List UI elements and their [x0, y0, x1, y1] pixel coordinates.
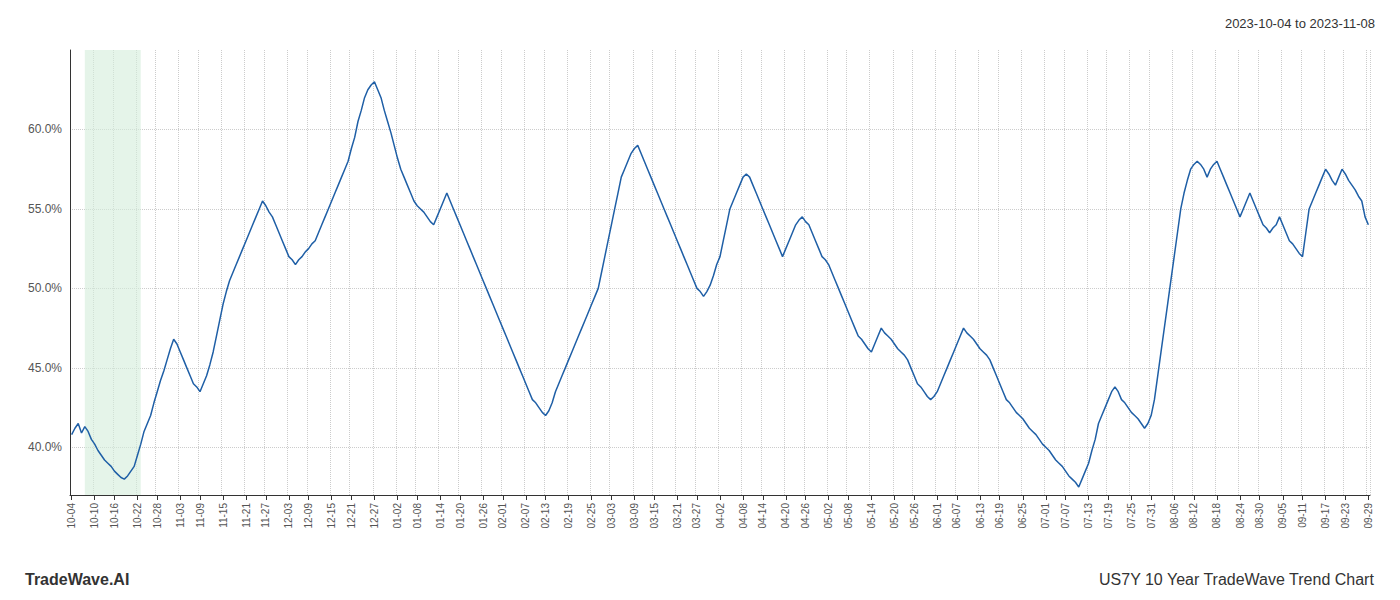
svg-text:08-24: 08-24 — [1235, 503, 1246, 529]
svg-text:60.0%: 60.0% — [28, 122, 62, 136]
svg-text:10-28: 10-28 — [152, 503, 163, 529]
svg-text:06-25: 06-25 — [1017, 503, 1028, 529]
svg-text:07-01: 07-01 — [1040, 503, 1051, 529]
svg-text:03-21: 03-21 — [672, 503, 683, 529]
svg-text:TradeWave.AI: TradeWave.AI — [25, 571, 129, 588]
svg-text:09-11: 09-11 — [1297, 503, 1308, 528]
svg-text:07-31: 07-31 — [1146, 503, 1157, 529]
svg-text:05-14: 05-14 — [866, 503, 877, 529]
svg-text:04-20: 04-20 — [780, 503, 791, 529]
svg-text:05-20: 05-20 — [889, 503, 900, 529]
svg-text:06-07: 06-07 — [951, 503, 962, 529]
svg-text:05-02: 05-02 — [823, 503, 834, 529]
svg-text:05-08: 05-08 — [843, 503, 854, 529]
svg-text:03-03: 03-03 — [606, 503, 617, 529]
svg-text:12-27: 12-27 — [369, 503, 380, 529]
svg-text:12-21: 12-21 — [346, 503, 357, 529]
svg-text:09-29: 09-29 — [1363, 503, 1374, 529]
svg-text:11-03: 11-03 — [175, 503, 186, 528]
svg-text:01-02: 01-02 — [392, 503, 403, 529]
svg-text:US7Y 10 Year TradeWave Trend C: US7Y 10 Year TradeWave Trend Chart — [1099, 571, 1374, 588]
svg-text:07-13: 07-13 — [1083, 503, 1094, 529]
svg-text:12-15: 12-15 — [326, 503, 337, 529]
svg-text:11-27: 11-27 — [260, 503, 271, 528]
svg-text:10-04: 10-04 — [66, 503, 77, 529]
svg-text:01-08: 01-08 — [412, 503, 423, 529]
svg-text:08-06: 08-06 — [1169, 503, 1180, 529]
svg-text:50.0%: 50.0% — [28, 281, 62, 295]
svg-text:03-27: 03-27 — [691, 503, 702, 529]
svg-text:05-26: 05-26 — [909, 503, 920, 529]
svg-text:03-15: 03-15 — [649, 503, 660, 529]
svg-text:01-14: 01-14 — [435, 503, 446, 529]
svg-text:11-21: 11-21 — [241, 503, 252, 528]
svg-text:40.0%: 40.0% — [28, 440, 62, 454]
svg-text:04-02: 04-02 — [715, 503, 726, 529]
svg-text:10-16: 10-16 — [109, 503, 120, 529]
svg-text:11-09: 11-09 — [195, 503, 206, 528]
svg-text:12-09: 12-09 — [303, 503, 314, 529]
svg-text:08-30: 08-30 — [1254, 503, 1265, 529]
svg-text:02-19: 02-19 — [563, 503, 574, 529]
svg-text:12-03: 12-03 — [283, 503, 294, 529]
svg-text:07-07: 07-07 — [1060, 503, 1071, 529]
svg-text:06-19: 06-19 — [994, 503, 1005, 529]
svg-text:01-26: 01-26 — [478, 503, 489, 529]
svg-text:06-13: 06-13 — [975, 503, 986, 529]
svg-text:02-25: 02-25 — [586, 503, 597, 529]
svg-text:02-13: 02-13 — [540, 503, 551, 529]
svg-text:09-23: 09-23 — [1340, 503, 1351, 529]
svg-text:04-14: 04-14 — [757, 503, 768, 529]
svg-text:10-10: 10-10 — [89, 503, 100, 529]
svg-text:10-22: 10-22 — [132, 503, 143, 529]
svg-text:2023-10-04 to 2023-11-08: 2023-10-04 to 2023-11-08 — [1225, 16, 1375, 31]
svg-text:09-17: 09-17 — [1320, 503, 1331, 529]
svg-text:02-01: 02-01 — [497, 503, 508, 529]
svg-text:08-12: 08-12 — [1188, 503, 1199, 529]
svg-text:04-08: 04-08 — [738, 503, 749, 529]
svg-text:08-18: 08-18 — [1211, 503, 1222, 529]
svg-text:01-20: 01-20 — [455, 503, 466, 529]
svg-text:03-09: 03-09 — [629, 503, 640, 529]
svg-text:04-26: 04-26 — [800, 503, 811, 529]
svg-text:02-07: 02-07 — [520, 503, 531, 529]
svg-text:07-25: 07-25 — [1126, 503, 1137, 529]
svg-text:09-05: 09-05 — [1277, 503, 1288, 529]
svg-text:11-15: 11-15 — [218, 503, 229, 528]
svg-text:45.0%: 45.0% — [28, 361, 62, 375]
svg-text:55.0%: 55.0% — [28, 202, 62, 216]
svg-text:07-19: 07-19 — [1103, 503, 1114, 529]
svg-text:06-01: 06-01 — [932, 503, 943, 529]
